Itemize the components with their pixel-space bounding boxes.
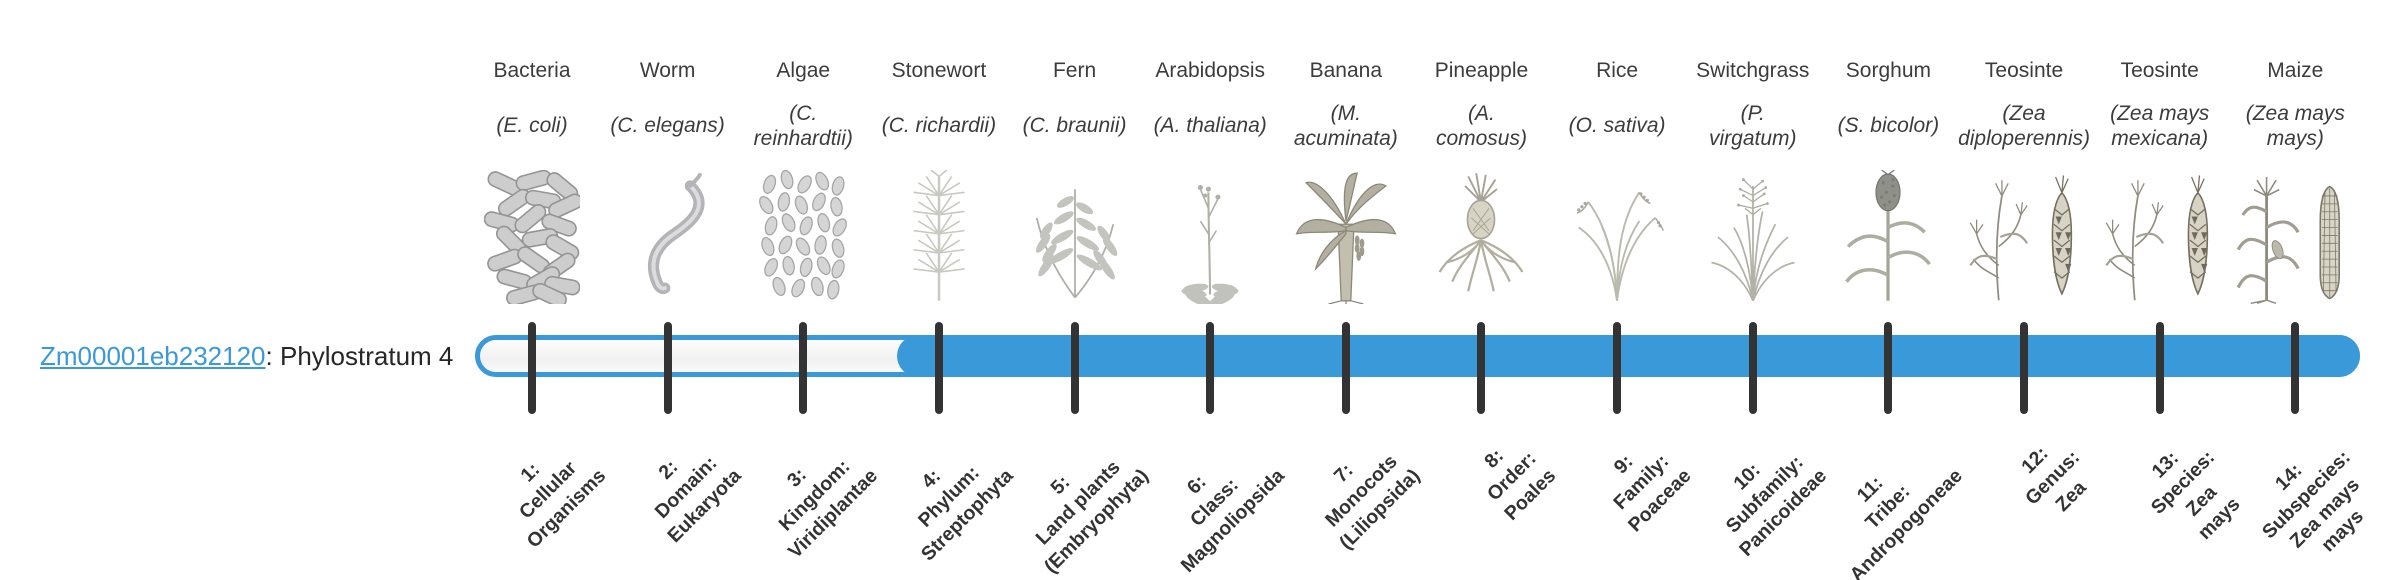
fern-icon [1024, 168, 1126, 304]
species-common-name: Fern [1052, 59, 1097, 82]
stratum-tick [1477, 322, 1486, 414]
species-header: Bacteria (E. coli) [442, 58, 622, 163]
species-latin-name: (Zea mays mays) [2245, 101, 2345, 151]
stratum-rank-label: 1: Cellular Organisms [515, 457, 611, 553]
stratum-tick [1884, 322, 1893, 414]
stratum-rank-label: 11: Tribe: Andropogoneae [1845, 464, 1967, 580]
species-latin-name: (C. elegans) [610, 114, 725, 138]
stratum-rank-label: 5: Land plants (Embryophyta) [1031, 456, 1153, 578]
species-header: Teosinte (Zea diploperennis) [1934, 58, 2114, 163]
species-common-name: Algae [776, 59, 831, 82]
species-common-name: Arabidopsis [1155, 59, 1266, 82]
banana-icon [1293, 168, 1399, 304]
stratum-tick [1341, 322, 1350, 414]
species-header: Rice (O. sativa) [1527, 58, 1707, 163]
stonewort-icon [891, 168, 987, 304]
stratum-tick [2155, 322, 2164, 414]
stratum-tick [1206, 322, 1215, 414]
species-latin-name: (C. reinhardtii) [753, 101, 853, 151]
species-header: Algae (C. reinhardtii) [713, 58, 893, 163]
species-header: Arabidopsis (A. thaliana) [1120, 58, 1300, 163]
stratum-rank-label: 9: Family: Poaceae [1609, 450, 1696, 537]
species-latin-name: (M. acuminata) [1293, 101, 1398, 151]
species-latin-name: (C. braunii) [1022, 114, 1127, 138]
stratum-tick [1613, 322, 1622, 414]
stratum-tick [1070, 322, 1079, 414]
species-common-name: Teosinte [2120, 59, 2199, 82]
species-header: Switchgrass (P. virgatum) [1663, 58, 1843, 163]
species-common-name: Worm [639, 59, 696, 82]
species-latin-name: (Zea diploperennis) [1958, 101, 2090, 151]
stratum-tick [934, 322, 943, 414]
species-latin-name: (O. sativa) [1568, 114, 1666, 138]
species-header: Banana (M. acuminata) [1256, 58, 1436, 163]
stratum-rank-label: 10: Subfamily: Panicoideae [1721, 451, 1831, 561]
algae-icon [755, 168, 851, 304]
bacteria-icon [484, 168, 580, 304]
gene-link[interactable]: Zm00001eb232120 [40, 341, 266, 371]
species-latin-name: (S. bicolor) [1837, 114, 1940, 138]
species-latin-name: (P. virgatum) [1708, 101, 1797, 151]
stratum-rank-label: 4: Phylum: Streptophyta [913, 461, 1018, 566]
species-common-name: Banana [1309, 59, 1383, 82]
species-common-name: Rice [1596, 59, 1639, 82]
species-common-name: Stonewort [891, 59, 987, 82]
switchgrass-icon [1705, 168, 1801, 304]
stratum-rank-label: 14: Subspecies: Zea mays mays [2258, 446, 2369, 557]
species-common-name: Switchgrass [1696, 59, 1810, 82]
stratum-rank-label: 6: Class: Magnoliopsida [1176, 464, 1289, 577]
species-common-name: Pineapple [1434, 59, 1529, 82]
species-header: Fern (C. braunii) [985, 58, 1165, 163]
worm-icon [620, 168, 716, 304]
species-common-name: Sorghum [1845, 59, 1931, 82]
maize-icon [2235, 168, 2355, 304]
stratum-rank-label: 12: Genus: Zea [2017, 442, 2091, 516]
stratum-tick [528, 322, 536, 414]
sorghum-icon [1840, 168, 1936, 304]
species-latin-name: (Zea mays mexicana) [2110, 101, 2210, 151]
stratum-tick [2291, 322, 2300, 414]
species-header: Maize (Zea mays mays) [2205, 58, 2385, 163]
gene-phylostratum-text: : Phylostratum 4 [265, 341, 454, 371]
species-header: Worm (C. elegans) [578, 58, 758, 163]
gene-label: Zm00001eb232120: Phylostratum 4 [40, 341, 453, 372]
species-common-name: Teosinte [1984, 59, 2064, 82]
stratum-tick [799, 322, 808, 414]
species-common-name: Bacteria [493, 59, 571, 82]
species-latin-name: (E. coli) [496, 114, 568, 138]
teosinte-icon [1964, 168, 2084, 304]
species-common-name: Maize [2267, 59, 2324, 82]
stratum-rank-label: 2: Domain: Eukaryota [651, 452, 746, 547]
stratum-rank-label: 3: Kingdom: Viridiplantae [774, 455, 882, 563]
species-latin-name: (C. richardii) [881, 114, 997, 138]
species-latin-name: (A. comosus) [1435, 101, 1527, 151]
stratum-rank-label: 8: Order: Poales [1479, 444, 1560, 525]
teosinte-icon [2100, 168, 2220, 304]
stratum-rank-label: 7: Monocots (Liliopsida) [1321, 450, 1424, 554]
arabidopsis-icon [1162, 168, 1258, 304]
species-header: Sorghum (S. bicolor) [1798, 58, 1978, 163]
rice-icon [1569, 168, 1665, 304]
timeline-filled-segment [897, 335, 2360, 377]
stratum-rank-label: 13: Species: Zea mays [2147, 446, 2245, 545]
stratum-tick [663, 322, 672, 414]
stratum-tick [2020, 322, 2029, 414]
species-header: Stonewort (C. richardii) [849, 58, 1029, 163]
species-header: Pineapple (A. comosus) [1391, 58, 1571, 163]
species-header: Teosinte (Zea mays mexicana) [2070, 58, 2250, 163]
species-latin-name: (A. thaliana) [1153, 114, 1267, 138]
pineapple-icon [1433, 168, 1529, 304]
stratum-tick [1748, 322, 1757, 414]
